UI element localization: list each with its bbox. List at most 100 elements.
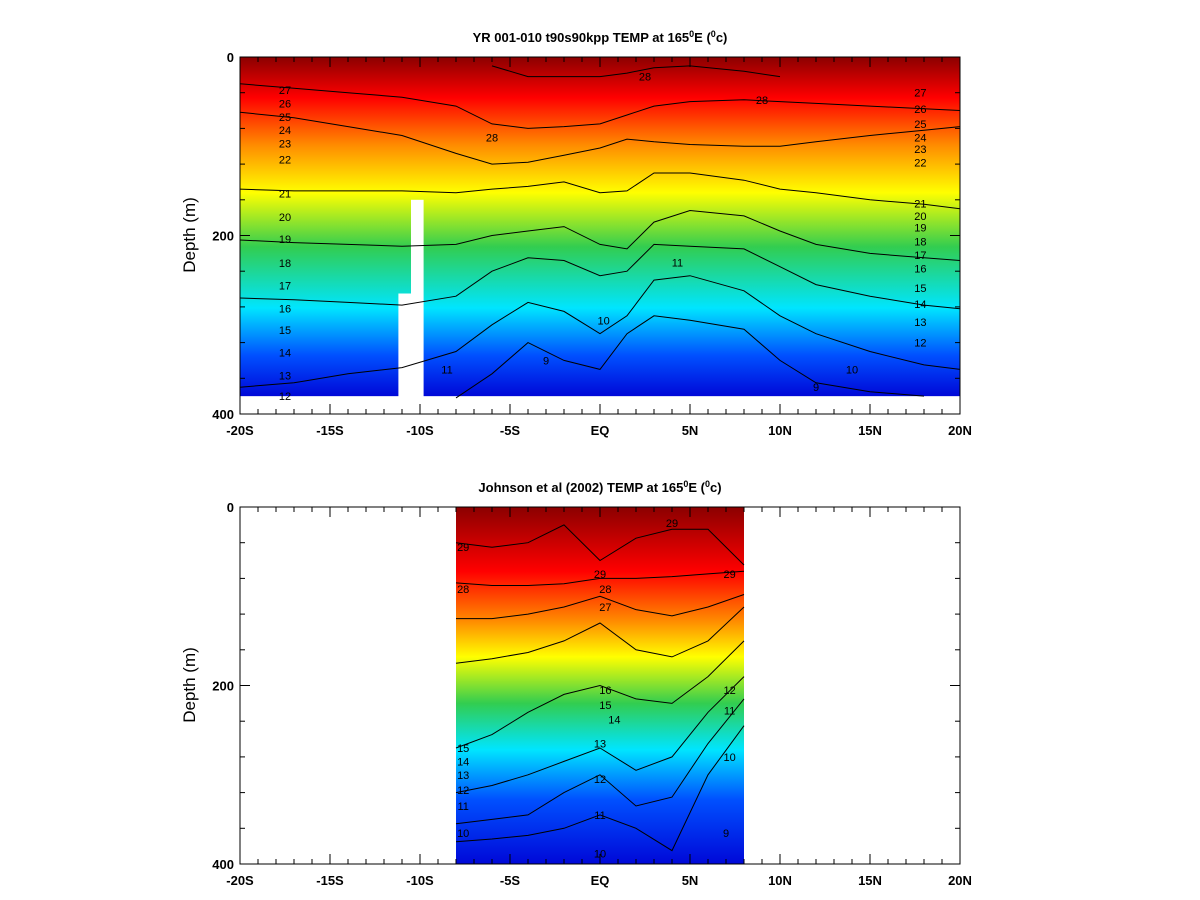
contour-label: 28: [639, 72, 651, 84]
contour-label: 29: [666, 518, 678, 530]
contour-label: 15: [279, 325, 291, 337]
contour-label: 26: [279, 98, 291, 110]
isotherm-15: [239, 243, 961, 310]
isotherm-20: [455, 606, 745, 664]
x-tick-label: 15N: [858, 873, 882, 888]
y-tick-label: 200: [212, 229, 234, 244]
contour-label: 9: [813, 382, 819, 394]
contour-label: 14: [279, 347, 291, 359]
contour-label: 16: [279, 304, 291, 316]
panel-title: Johnson et al (2002) TEMP at 1650E (0c): [478, 479, 721, 495]
isotherm-24: [239, 111, 961, 165]
contour-label: 13: [279, 371, 291, 383]
isotherm-11: [455, 698, 745, 825]
contour-label: 12: [457, 785, 469, 797]
isotherm-29: [491, 65, 781, 78]
contour-label: 23: [279, 139, 291, 151]
contour-label: 11: [672, 257, 683, 269]
isotherm-24: [456, 594, 745, 620]
panel-title: YR 001-010 t90s90kpp TEMP at 1650E (0c): [473, 29, 728, 45]
x-tick-label: -15S: [316, 423, 344, 438]
contour-label: 11: [594, 810, 605, 822]
contour-label: 12: [594, 774, 606, 786]
contour-label: 29: [594, 569, 606, 581]
contour-label: 11: [724, 705, 735, 717]
y-axis-label: Depth (m): [180, 197, 199, 273]
contour-label: 18: [914, 237, 926, 249]
contour-label: 15: [599, 700, 611, 712]
contour-label: 27: [279, 85, 291, 97]
contour-label: 13: [457, 770, 469, 782]
isotherm-29: [455, 524, 745, 566]
contour-label: 23: [914, 144, 926, 156]
contour-label: 13: [594, 739, 606, 751]
contour-label: 14: [457, 756, 469, 768]
contour-label: 10: [597, 315, 609, 327]
contour-label: 20: [914, 211, 926, 223]
contour-label: 24: [279, 125, 291, 137]
contour-label: 25: [279, 112, 291, 124]
contour-label: 28: [457, 584, 469, 596]
contour-label: 25: [914, 119, 926, 131]
isotherm-28: [455, 570, 745, 586]
contour-label: 18: [279, 258, 291, 270]
y-tick-label: 200: [212, 679, 234, 694]
contour-label: 21: [279, 189, 291, 201]
y-axis-label: Depth (m): [180, 647, 199, 723]
contour-label: 26: [914, 104, 926, 116]
x-tick-label: -15S: [316, 873, 344, 888]
contour-label: 10: [723, 752, 735, 764]
isotherm-18: [239, 209, 961, 261]
x-tick-label: -5S: [500, 873, 521, 888]
x-tick-label: 5N: [682, 423, 699, 438]
x-tick-label: 20N: [948, 873, 972, 888]
tick-marks: [239, 56, 961, 415]
observed-temperature-panel: Johnson et al (2002) TEMP at 1650E (0c) …: [180, 479, 972, 888]
temperature-field: [240, 57, 960, 397]
isotherm-27: [239, 83, 961, 129]
contour-label: 14: [608, 714, 620, 726]
plot-area: 2726252423222120191817161514131227262524…: [212, 50, 972, 438]
y-tick-label: 400: [212, 407, 234, 422]
x-tick-label: 20N: [948, 423, 972, 438]
masked-region: [398, 293, 411, 415]
y-tick-label: 0: [227, 50, 234, 65]
contour-label: 17: [914, 250, 926, 262]
x-tick-label: EQ: [591, 423, 610, 438]
contour-label: 15: [914, 283, 926, 295]
contour-label: 27: [599, 602, 611, 614]
y-tick-label: 400: [212, 857, 234, 872]
contour-label: 16: [914, 264, 926, 276]
x-tick-label: 5N: [682, 873, 699, 888]
x-tick-label: 10N: [768, 423, 792, 438]
contour-label: 9: [543, 355, 549, 367]
contour-label: 12: [914, 338, 926, 350]
contour-label: 21: [914, 198, 926, 210]
contour-label: 28: [486, 132, 498, 144]
tick-marks: [239, 506, 961, 865]
x-tick-label: -20S: [226, 423, 254, 438]
x-tick-label: 15N: [858, 423, 882, 438]
isotherm-10: [455, 725, 745, 852]
x-tick-label: 10N: [768, 873, 792, 888]
isotherm-12: [239, 275, 961, 388]
contour-label: 28: [756, 95, 768, 107]
masked-region: [411, 199, 424, 415]
isotherm-15: [455, 640, 745, 749]
contour-label: 19: [914, 222, 926, 234]
contour-label: 29: [723, 569, 735, 581]
contour-label: 11: [441, 364, 452, 376]
contour-label: 24: [914, 132, 926, 144]
contour-label: 19: [279, 234, 291, 246]
x-tick-label: -5S: [500, 423, 521, 438]
contour-label: 22: [279, 155, 291, 167]
contour-label: 10: [457, 828, 469, 840]
contour-label: 16: [599, 685, 611, 697]
contour-label: 27: [914, 88, 926, 100]
y-tick-label: 0: [227, 500, 234, 515]
x-tick-label: EQ: [591, 873, 610, 888]
contour-label: 12: [723, 685, 735, 697]
contour-label: 13: [914, 317, 926, 329]
